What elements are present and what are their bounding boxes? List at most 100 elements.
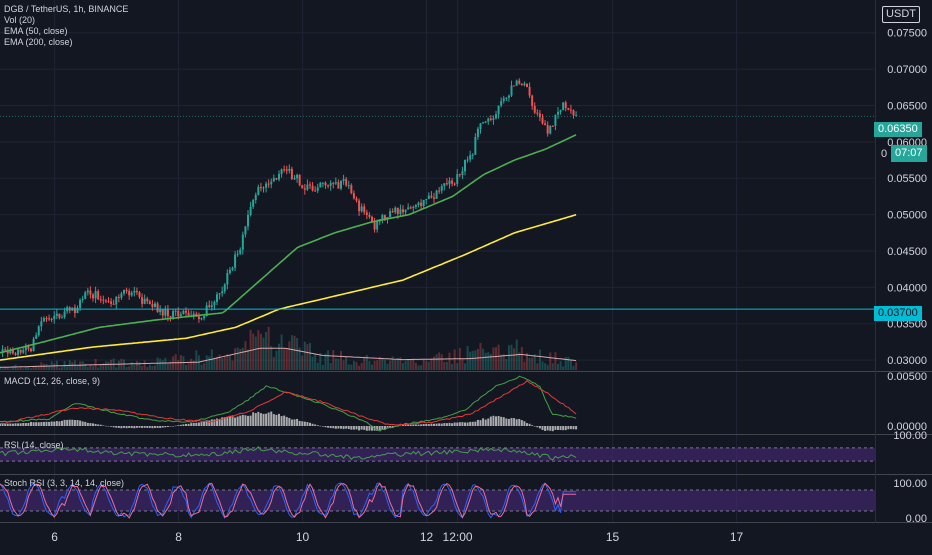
volume-bar — [115, 367, 118, 370]
currency-selector[interactable]: USDT — [882, 6, 920, 23]
volume-bar — [502, 354, 505, 370]
candle-body — [203, 316, 206, 319]
volume-bar — [466, 346, 469, 370]
macd-histogram-bar — [422, 424, 425, 426]
volume-bar — [306, 344, 309, 370]
volume-bar — [143, 360, 146, 370]
macd-histogram-bar — [22, 423, 25, 426]
candle-body — [363, 206, 366, 213]
macd-histogram-bar — [427, 424, 430, 426]
macd-histogram-bar — [244, 415, 247, 426]
volume-bar — [435, 354, 438, 370]
candle-body — [89, 290, 92, 295]
candle-body — [319, 182, 322, 188]
volume-bar — [489, 353, 492, 370]
candle-body — [466, 159, 469, 161]
macd-legend[interactable]: MACD (12, 26, close, 9) — [4, 376, 101, 386]
candle-body — [350, 185, 353, 194]
candle-body — [422, 199, 425, 207]
macd-histogram-bar — [572, 426, 575, 430]
macd-histogram-bar — [205, 420, 208, 426]
volume-bar — [265, 331, 268, 370]
macd-histogram-bar — [50, 421, 53, 426]
macd-histogram-bar — [290, 419, 293, 426]
macd-histogram-bar — [283, 415, 286, 426]
macd-histogram-bar — [546, 426, 549, 431]
macd-histogram-bar — [389, 426, 392, 428]
candle-body — [148, 301, 151, 304]
volume-bar — [296, 337, 299, 370]
candle-body — [474, 136, 477, 155]
macd-histogram-bar — [4, 423, 7, 426]
volume-bar — [138, 362, 141, 370]
rsi-legend[interactable]: RSI (14, close) — [4, 440, 64, 450]
volume-bar — [99, 364, 102, 370]
macd-histogram-bar — [14, 423, 17, 426]
candle-body — [290, 168, 293, 180]
candle-body — [24, 346, 27, 351]
macd-histogram-bar — [117, 426, 120, 428]
stoch-rsi-legend[interactable]: Stoch RSI (3, 3, 14, 14, close) — [4, 478, 125, 488]
macd-histogram-bar — [505, 418, 508, 426]
candle-body — [575, 115, 578, 117]
volume-bar — [572, 365, 575, 370]
macd-histogram-bar — [192, 422, 195, 426]
candle-body — [45, 318, 48, 320]
candle-body — [151, 303, 154, 308]
macd-histogram-bar — [440, 423, 443, 426]
candle-body — [523, 83, 526, 86]
volume-bar — [347, 364, 350, 370]
candle-body — [337, 182, 340, 189]
macd-histogram-bar — [254, 413, 257, 426]
volume-bar — [280, 334, 283, 370]
macd-histogram-bar — [378, 426, 381, 431]
volume-bar — [262, 337, 265, 370]
macd-histogram-bar — [48, 421, 51, 426]
volume-bar — [440, 354, 443, 370]
candle-body — [355, 198, 358, 201]
volume-bar — [368, 361, 371, 370]
volume-bar — [564, 357, 567, 370]
volume-bar — [285, 348, 288, 370]
volume-bar — [239, 348, 242, 370]
candle-body — [262, 187, 265, 189]
volume-bar — [350, 364, 353, 370]
volume-bar — [231, 360, 234, 370]
macd-histogram-bar — [528, 423, 531, 426]
volume-bar — [169, 361, 172, 370]
macd-histogram-bar — [37, 422, 40, 426]
volume-bar — [45, 363, 48, 370]
volume-bar — [130, 362, 133, 370]
macd-histogram-bar — [123, 426, 125, 428]
candle-body — [371, 216, 373, 222]
study-ema-50[interactable]: EMA (50, close) — [4, 26, 68, 36]
candle-body — [510, 85, 513, 96]
volume-bar — [523, 361, 526, 370]
candle-body — [156, 303, 159, 313]
time-tick-label: 6 — [51, 530, 58, 544]
candle-body — [42, 318, 45, 322]
volume-bar — [309, 342, 311, 370]
macd-histogram-bar — [169, 426, 172, 427]
study-ema-200[interactable]: EMA (200, close) — [4, 37, 73, 47]
volume-bar — [536, 363, 539, 370]
candle-body — [451, 180, 454, 184]
study-vol[interactable]: Vol (20) — [4, 15, 36, 25]
candle-body — [27, 346, 30, 349]
macd-histogram-bar — [433, 423, 435, 426]
volume-bar — [154, 365, 156, 370]
macd-histogram-bar — [575, 426, 578, 430]
symbol-title[interactable]: DGB / TetherUS, 1h, BINANCE — [4, 4, 129, 14]
volume-bar — [89, 364, 92, 370]
volume-bar — [562, 366, 565, 370]
macd-histogram-bar — [1, 423, 4, 426]
candle-body — [205, 305, 208, 317]
macd-histogram-bar — [306, 422, 309, 426]
volume-bar — [526, 353, 528, 370]
candle-body — [210, 305, 213, 308]
macd-histogram-bar — [86, 422, 89, 426]
volume-bar — [161, 360, 164, 370]
candle-body — [541, 117, 544, 124]
